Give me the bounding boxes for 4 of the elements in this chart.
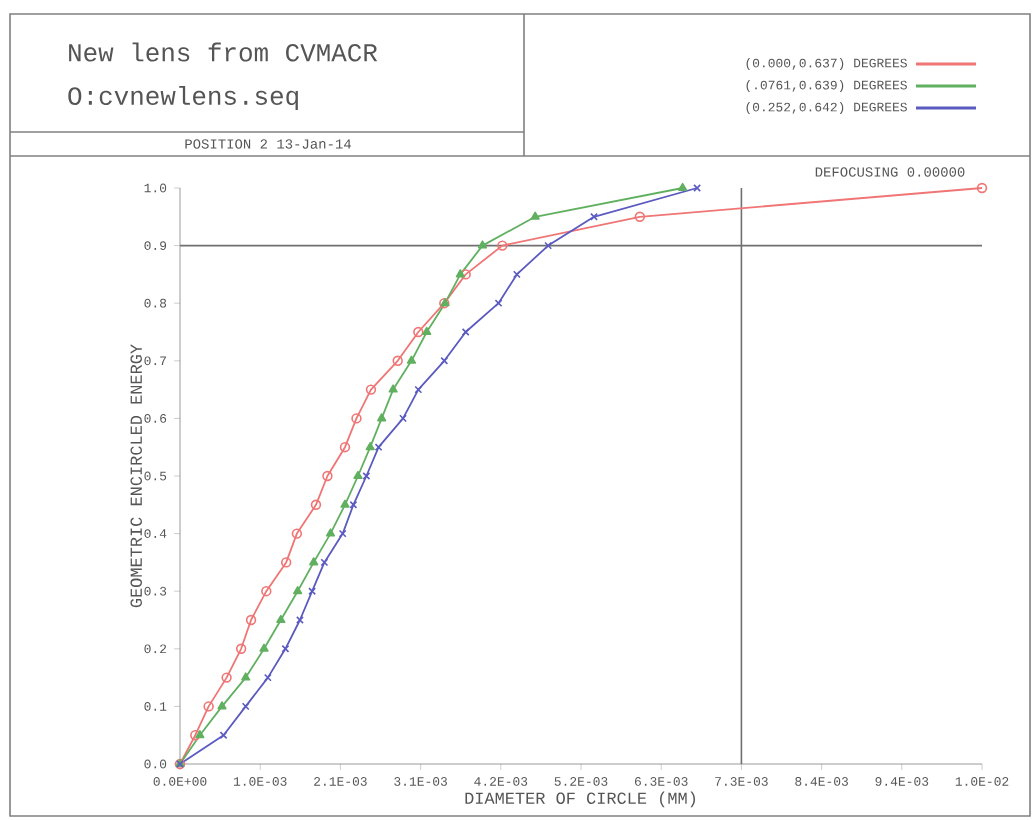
chart-title: New lens from CVMACR: [69, 42, 378, 62]
x-axis-title: DIAMETER OF CIRCLE (MM): [465, 791, 696, 808]
chart-subtitle: O:cvnewlens.seq: [68, 85, 298, 111]
y-axis-title: GEOMETRIC ENCIRCLED ENERGY: [130, 344, 142, 608]
